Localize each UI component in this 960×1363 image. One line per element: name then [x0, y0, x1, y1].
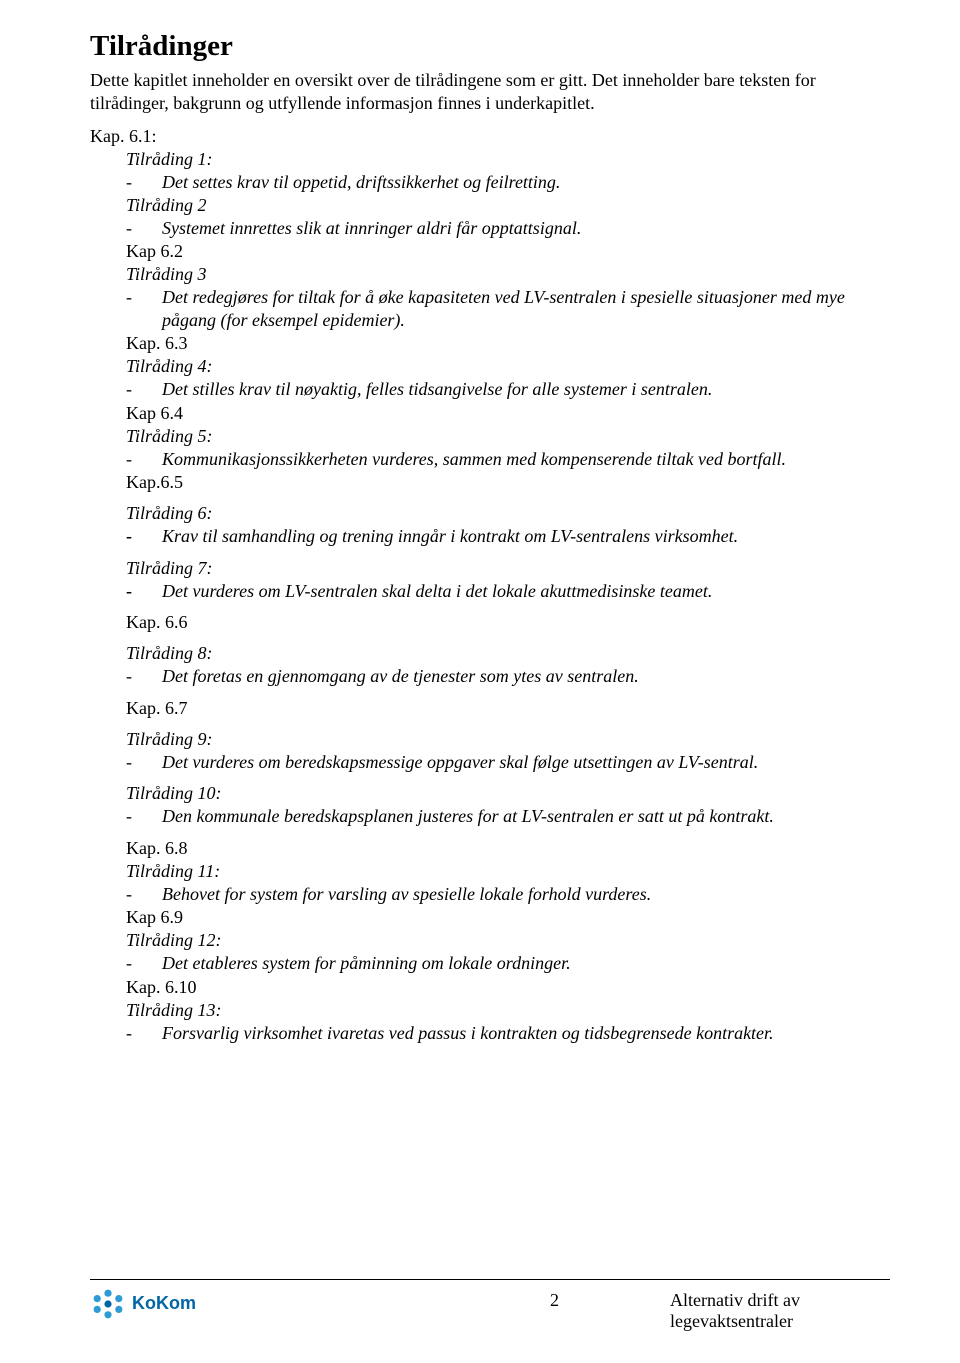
bullet-dash: - [126, 171, 162, 194]
tilrading-item: -Forsvarlig virksomhet ivaretas ved pass… [126, 1022, 890, 1045]
chapter-heading: Kap 6.4 [126, 403, 890, 424]
page-number: 2 [550, 1290, 670, 1311]
chapter-heading: Kap.6.5 [126, 472, 890, 493]
bullet-dash: - [126, 952, 162, 975]
tilrading-text: Det redegjøres for tiltak for å øke kapa… [162, 286, 890, 331]
footer-row: KoKom 2 Alternativ drift av legevaktsent… [90, 1286, 890, 1333]
bullet-dash: - [126, 217, 162, 240]
bullet-dash: - [126, 805, 162, 828]
chapter-heading: Kap. 6.10 [126, 977, 890, 998]
tilrading-label: Tilråding 8: [126, 643, 890, 664]
bullet-dash: - [126, 1022, 162, 1045]
tilrading-label: Tilråding 5: [126, 426, 890, 447]
tilrading-label: Tilråding 13: [126, 1000, 890, 1021]
tilrading-text: Det settes krav til oppetid, driftssikke… [162, 171, 890, 194]
tilrading-label: Tilråding 12: [126, 930, 890, 951]
footer-divider [90, 1279, 890, 1280]
tilrading-item: -Det redegjøres for tiltak for å øke kap… [126, 286, 890, 331]
bullet-dash: - [126, 448, 162, 471]
tilrading-label: Tilråding 1: [126, 149, 890, 170]
tilrading-item: -Det foretas en gjennomgang av de tjenes… [126, 665, 890, 688]
tilrading-text: Krav til samhandling og trening inngår i… [162, 525, 890, 548]
page-title: Tilrådinger [90, 30, 890, 63]
chapter-heading: Kap. 6.3 [126, 333, 890, 354]
tilrading-text: Behovet for system for varsling av spesi… [162, 883, 890, 906]
tilrading-text: Det vurderes om beredskapsmessige oppgav… [162, 751, 890, 774]
bullet-dash: - [126, 883, 162, 906]
tilrading-label: Tilråding 6: [126, 503, 890, 524]
tilrading-label: Tilråding 11: [126, 861, 890, 882]
tilrading-label: Tilråding 7: [126, 558, 890, 579]
tilrading-item: -Kommunikasjonssikkerheten vurderes, sam… [126, 448, 890, 471]
bullet-dash: - [126, 751, 162, 774]
tilrading-text: Det etableres system for påminning om lo… [162, 952, 890, 975]
tilrading-item: -Systemet innrettes slik at innringer al… [126, 217, 890, 240]
kokom-icon [90, 1286, 126, 1322]
page-footer: KoKom 2 Alternativ drift av legevaktsent… [90, 1279, 890, 1333]
tilrading-text: Den kommunale beredskapsplanen justeres … [162, 805, 890, 828]
tilrading-item: -Det vurderes om LV-sentralen skal delta… [126, 580, 890, 603]
chapter-heading: Kap. 6.6 [126, 612, 890, 633]
document-page: Tilrådinger Dette kapitlet inneholder en… [0, 0, 960, 1363]
tilrading-item: -Det vurderes om beredskapsmessige oppga… [126, 751, 890, 774]
logo-text: KoKom [132, 1293, 196, 1314]
bullet-dash: - [126, 378, 162, 401]
tilrading-text: Det vurderes om LV-sentralen skal delta … [162, 580, 890, 603]
tilrading-label: Tilråding 3 [126, 264, 890, 285]
tilrading-item: -Det etableres system for påminning om l… [126, 952, 890, 975]
bullet-dash: - [126, 665, 162, 688]
chapter-heading: Kap. 6.1: [90, 126, 890, 147]
chapter-heading: Kap 6.9 [126, 907, 890, 928]
sections-container: Kap. 6.1:Tilråding 1:-Det settes krav ti… [90, 126, 890, 1044]
chapter-heading: Kap. 6.8 [126, 838, 890, 859]
tilrading-text: Kommunikasjonssikkerheten vurderes, samm… [162, 448, 890, 471]
tilrading-text: Det foretas en gjennomgang av de tjenest… [162, 665, 890, 688]
tilrading-label: Tilråding 9: [126, 729, 890, 750]
tilrading-item: -Krav til samhandling og trening inngår … [126, 525, 890, 548]
tilrading-item: -Det settes krav til oppetid, driftssikk… [126, 171, 890, 194]
tilrading-item: -Den kommunale beredskapsplanen justeres… [126, 805, 890, 828]
chapter-heading: Kap 6.2 [126, 241, 890, 262]
bullet-dash: - [126, 286, 162, 331]
footer-logo: KoKom [90, 1286, 550, 1322]
bullet-dash: - [126, 525, 162, 548]
tilrading-text: Forsvarlig virksomhet ivaretas ved passu… [162, 1022, 890, 1045]
bullet-dash: - [126, 580, 162, 603]
footer-right-line1: Alternativ drift av [670, 1290, 800, 1310]
footer-right-line2: legevaktsentraler [670, 1311, 793, 1331]
tilrading-item: -Behovet for system for varsling av spes… [126, 883, 890, 906]
tilrading-label: Tilråding 2 [126, 195, 890, 216]
chapter-heading: Kap. 6.7 [126, 698, 890, 719]
intro-paragraph: Dette kapitlet inneholder en oversikt ov… [90, 69, 890, 114]
tilrading-label: Tilråding 10: [126, 783, 890, 804]
footer-right-text: Alternativ drift av legevaktsentraler [670, 1290, 890, 1333]
tilrading-item: -Det stilles krav til nøyaktig, felles t… [126, 378, 890, 401]
tilrading-text: Det stilles krav til nøyaktig, felles ti… [162, 378, 890, 401]
tilrading-text: Systemet innrettes slik at innringer ald… [162, 217, 890, 240]
tilrading-label: Tilråding 4: [126, 356, 890, 377]
